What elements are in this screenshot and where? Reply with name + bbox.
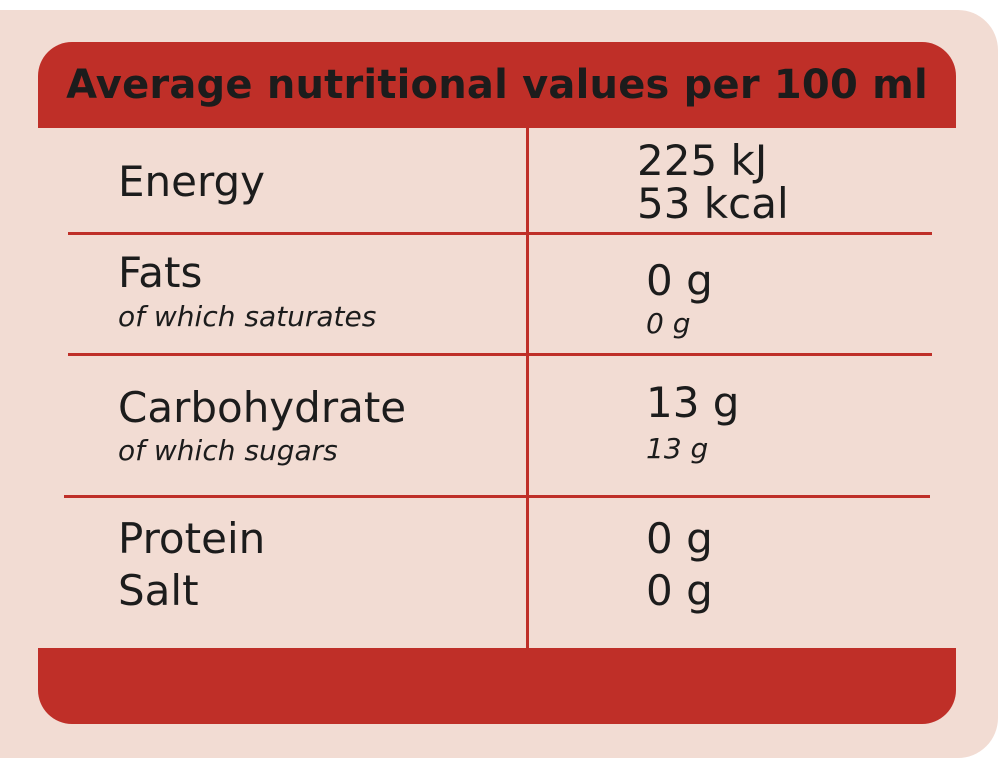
value-carbohydrate: 13 g (646, 378, 740, 427)
value-sugars: 13 g (646, 432, 709, 465)
value-energy-kcal: 53 kcal (637, 179, 789, 228)
row-label-salt: Salt (118, 566, 199, 615)
value-saturates: 0 g (646, 307, 691, 340)
table-header: Average nutritional values per 100 ml (38, 42, 956, 128)
row-sublabel-sugars: of which sugars (118, 434, 338, 467)
row-sublabel-saturates: of which saturates (118, 300, 377, 333)
header-title: Average nutritional values per 100 ml (66, 62, 928, 108)
row-label-energy: Energy (118, 157, 266, 206)
value-fats: 0 g (646, 256, 713, 305)
row-label-carbohydrate: Carbohydrate (118, 383, 407, 432)
row-divider (64, 495, 930, 498)
row-label-fats: Fats (118, 248, 203, 297)
row-divider (68, 232, 932, 235)
value-salt: 0 g (646, 566, 713, 615)
row-label-protein: Protein (118, 514, 266, 563)
value-protein: 0 g (646, 514, 713, 563)
table-body (38, 128, 956, 648)
column-divider (526, 128, 529, 648)
row-divider (68, 353, 932, 356)
value-energy-kj: 225 kJ (637, 136, 768, 185)
